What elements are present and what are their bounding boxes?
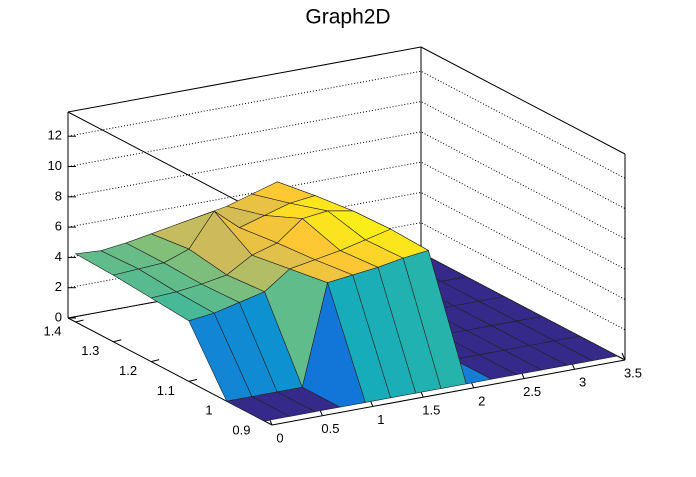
- y-tick: [150, 359, 160, 363]
- x-tick: [621, 352, 626, 361]
- z-tick-label: 12: [48, 128, 62, 143]
- box-edge: [271, 359, 626, 426]
- y-tick: [113, 339, 122, 343]
- z-tick-label: 2: [55, 279, 62, 294]
- y-tick-label: 1.3: [81, 343, 99, 358]
- x-tick-label: 1.5: [422, 403, 440, 418]
- x-tick-label: 0.5: [321, 421, 339, 436]
- z-tick-label: 6: [55, 219, 62, 234]
- x-tick-label: 2.5: [523, 384, 541, 399]
- box-edge: [420, 46, 626, 155]
- y-tick: [75, 319, 84, 323]
- grid-line: [67, 101, 626, 209]
- x-tick-label: 2: [478, 393, 485, 408]
- chart-title: Graph2D: [305, 6, 390, 29]
- z-tick-label: 4: [55, 249, 62, 264]
- grid-line: [67, 70, 626, 179]
- x-tick-label: 3: [579, 375, 586, 390]
- surface-cell: [225, 396, 291, 422]
- y-tick-label: 0.9: [232, 422, 250, 437]
- x-tick-label: 1: [377, 412, 384, 427]
- box-edge: [67, 46, 422, 113]
- z-tick-label: 8: [55, 188, 62, 203]
- y-tick-label: 1: [205, 403, 212, 418]
- y-tick-label: 1.1: [157, 383, 175, 398]
- z-tick-label: 0: [55, 309, 62, 324]
- y-tick-label: 1.2: [119, 363, 137, 378]
- z-tick-label: 10: [48, 158, 62, 173]
- y-tick: [188, 378, 198, 382]
- x-tick-label: 3.5: [624, 365, 642, 380]
- y-tick-label: 1.4: [43, 323, 61, 338]
- x-tick-label: 0: [276, 430, 283, 445]
